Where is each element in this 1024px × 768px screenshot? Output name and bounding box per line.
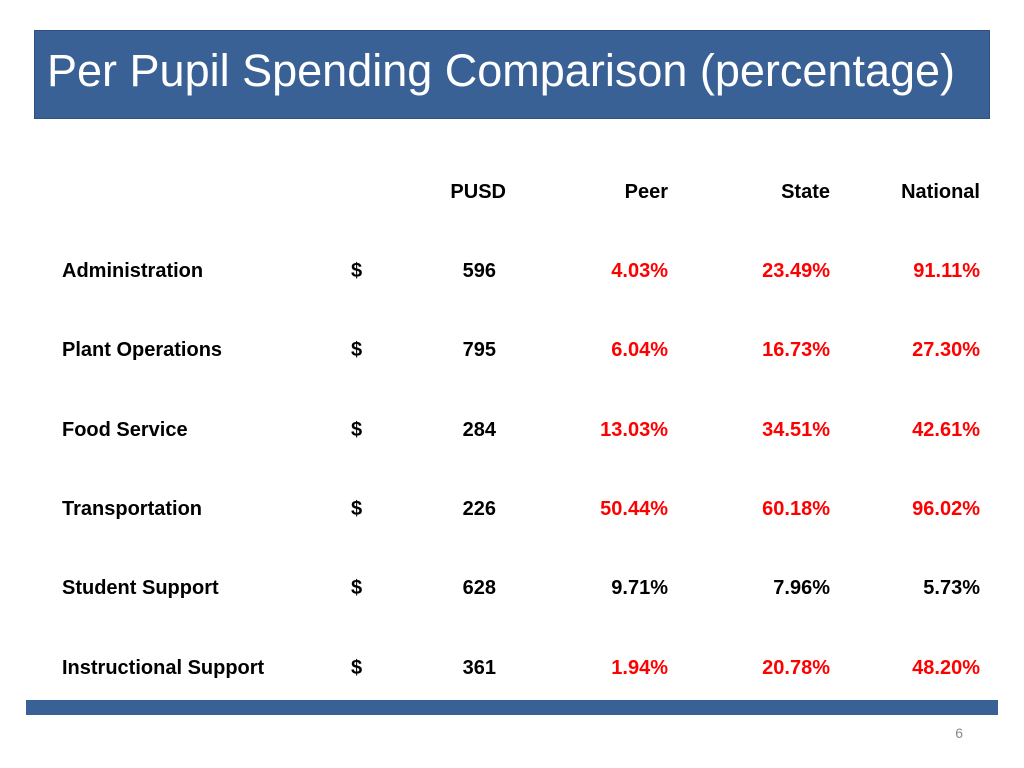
row-pusd-value: 284 — [462, 419, 496, 441]
row-peer-value: 4.03% — [611, 260, 668, 282]
header-peer: Peer — [624, 181, 668, 203]
row-national-value: 96.02% — [912, 498, 980, 520]
page-number: 6 — [955, 725, 963, 741]
row-national-value: 27.30% — [912, 339, 980, 361]
header-pusd: PUSD — [450, 181, 506, 203]
slide-title: Per Pupil Spending Comparison (percentag… — [47, 45, 956, 96]
row-peer-value: 6.04% — [611, 339, 668, 361]
row-category: Student Support — [62, 577, 219, 599]
row-currency: $ — [351, 419, 363, 441]
row-state-value: 20.78% — [762, 657, 830, 679]
row-peer-value: 50.44% — [600, 498, 668, 520]
row-category: Food Service — [62, 419, 188, 441]
row-national-value: 42.61% — [912, 419, 980, 441]
row-state-value: 23.49% — [762, 260, 830, 282]
row-currency: $ — [351, 657, 363, 679]
row-currency: $ — [351, 339, 363, 361]
row-category: Transportation — [62, 498, 203, 520]
row-category: Instructional Support — [62, 657, 265, 679]
header-state: State — [781, 181, 830, 203]
row-pusd-value: 795 — [462, 339, 496, 361]
row-state-value: 16.73% — [762, 339, 830, 361]
row-category: Plant Operations — [62, 339, 223, 361]
row-currency: $ — [351, 498, 363, 520]
row-currency: $ — [351, 577, 363, 599]
row-currency: $ — [351, 260, 363, 282]
row-pusd-value: 361 — [462, 657, 496, 679]
row-peer-value: 13.03% — [600, 419, 668, 441]
row-national-value: 91.11% — [913, 260, 980, 282]
header-national: National — [901, 181, 980, 203]
row-peer-value: 1.94% — [611, 657, 668, 679]
title-bar: Per Pupil Spending Comparison (percentag… — [34, 30, 990, 119]
footer-bar — [26, 700, 998, 715]
row-state-value: 7.96% — [773, 577, 830, 599]
row-state-value: 60.18% — [762, 498, 830, 520]
row-category: Administration — [62, 260, 204, 282]
row-national-value: 48.20% — [912, 657, 980, 679]
row-pusd-value: 596 — [462, 260, 496, 282]
row-national-value: 5.73% — [923, 577, 980, 599]
row-pusd-value: 226 — [462, 498, 496, 520]
row-state-value: 34.51% — [762, 419, 830, 441]
row-peer-value: 9.71% — [611, 577, 668, 599]
row-pusd-value: 628 — [462, 577, 496, 599]
